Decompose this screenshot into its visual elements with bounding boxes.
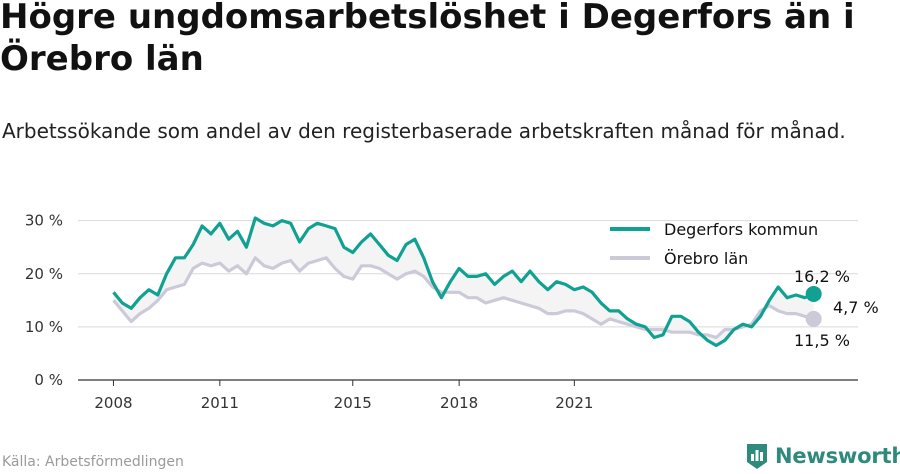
y-axis: 0 % 10 % 20 % 30 % — [25, 212, 63, 389]
y-tick-label: 0 % — [34, 371, 63, 389]
y-tick-label: 30 % — [25, 212, 63, 230]
chart-title: Högre ungdomsarbetslöshet i Degerfors än… — [0, 0, 855, 79]
end-dot-degerfors — [805, 285, 822, 302]
y-tick-label: 20 % — [25, 265, 63, 283]
end-label-orebro: 11,5 % — [794, 331, 850, 350]
grid-lines — [78, 220, 858, 328]
chart-subtitle: Arbetssökande som andel av den registerb… — [2, 119, 846, 143]
series-line-degerfors — [112, 216, 815, 348]
x-tick-label: 2015 — [334, 394, 372, 412]
series-line-orebro — [112, 256, 815, 340]
legend-label-orebro: Örebro län — [664, 249, 748, 268]
legend: Degerfors kommun Örebro län — [610, 220, 818, 268]
x-tick-label: 2008 — [94, 394, 132, 412]
x-tick-label: 2011 — [201, 394, 239, 412]
end-label-difference: 4,7 % — [833, 298, 879, 317]
difference-area — [113, 218, 814, 346]
brand-logo: Newsworthy — [745, 441, 900, 471]
brand-name: Newsworthy — [775, 444, 900, 468]
x-tick-label: 2018 — [440, 394, 478, 412]
end-label-degerfors: 16,2 % — [794, 267, 850, 286]
legend-label-degerfors: Degerfors kommun — [664, 220, 818, 239]
end-dot-orebro — [805, 310, 822, 327]
x-tick-label: 2021 — [555, 394, 593, 412]
x-axis: 2008 2011 2015 2018 2021 — [94, 380, 593, 412]
y-tick-label: 10 % — [25, 318, 63, 336]
source-note: Källa: Arbetsförmedlingen — [2, 454, 184, 470]
newsworthy-logo-icon — [747, 444, 767, 469]
